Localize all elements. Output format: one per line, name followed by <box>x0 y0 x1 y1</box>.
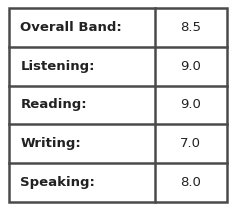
Text: 7.0: 7.0 <box>180 137 201 150</box>
Text: 9.0: 9.0 <box>180 98 201 112</box>
Text: Listening:: Listening: <box>20 60 95 73</box>
Text: 8.0: 8.0 <box>180 176 201 189</box>
Text: Overall Band:: Overall Band: <box>20 21 122 34</box>
Text: 9.0: 9.0 <box>180 60 201 73</box>
Text: Speaking:: Speaking: <box>20 176 95 189</box>
Text: Writing:: Writing: <box>20 137 81 150</box>
Text: Reading:: Reading: <box>20 98 87 112</box>
Text: 8.5: 8.5 <box>180 21 201 34</box>
